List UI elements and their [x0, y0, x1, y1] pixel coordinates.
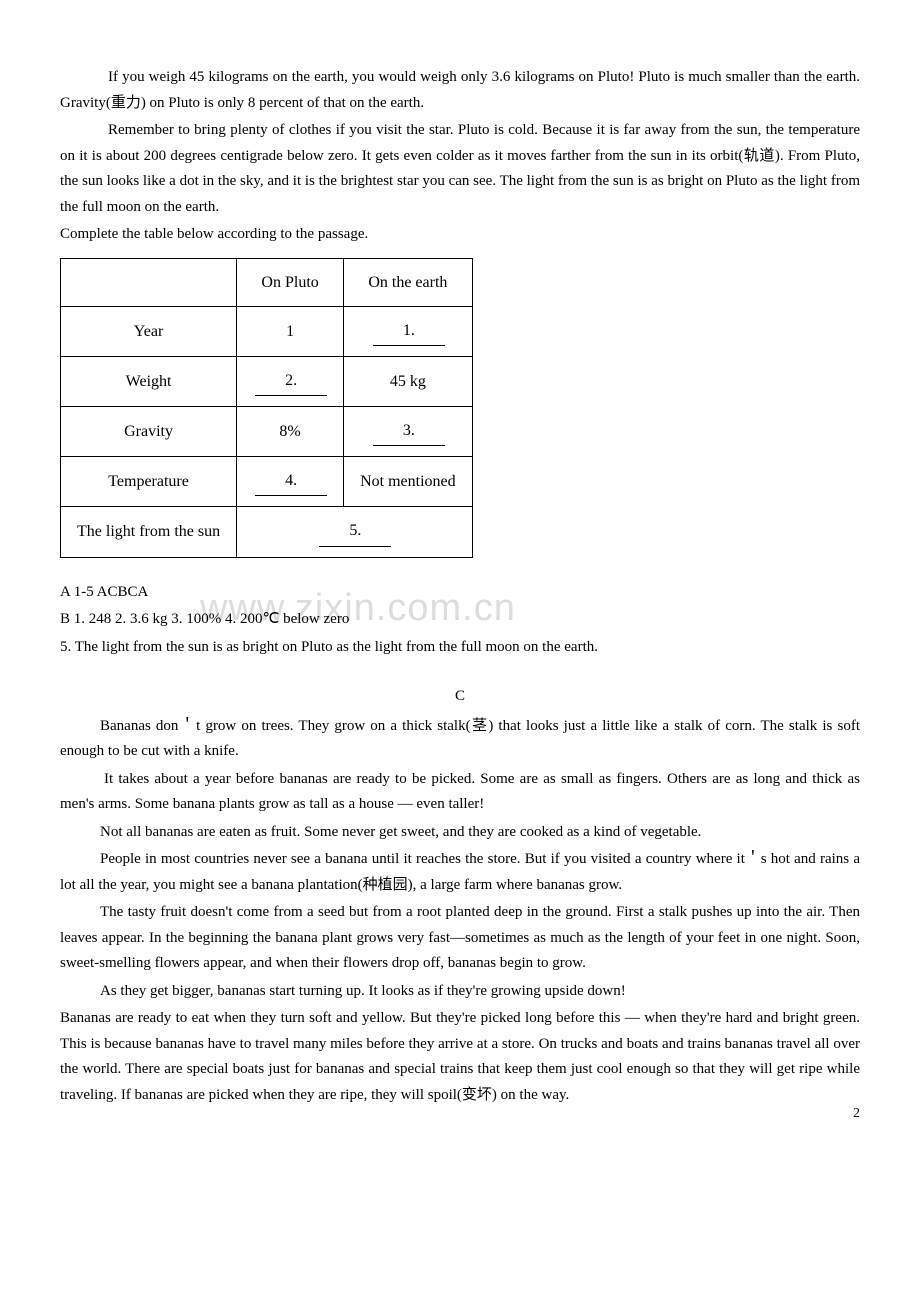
blank-5: 5. — [319, 517, 391, 546]
blank-3: 3. — [373, 417, 445, 446]
row-label-light: The light from the sun — [61, 507, 237, 557]
cell-weight-earth: 45 kg — [344, 356, 473, 406]
cell-gravity-pluto: 8% — [237, 407, 344, 457]
blank-2: 2. — [255, 367, 327, 396]
comparison-table: On Pluto On the earth Year 1 1. Weight 2… — [60, 258, 473, 558]
table-row: The light from the sun 5. — [61, 507, 473, 557]
answer-5: 5. The light from the sun is as bright o… — [60, 635, 860, 661]
col-header-earth: On the earth — [344, 258, 473, 306]
cell-gravity-earth: 3. — [344, 407, 473, 457]
table-corner — [61, 258, 237, 306]
passage-c-p2: It takes about a year before bananas are… — [60, 767, 860, 818]
table-row: Weight 2. 45 kg — [61, 356, 473, 406]
col-header-pluto: On Pluto — [237, 258, 344, 306]
passage-c-p6: As they get bigger, bananas start turnin… — [60, 979, 860, 1005]
row-label-gravity: Gravity — [61, 407, 237, 457]
passage-c-p4: People in most countries never see a ban… — [60, 847, 860, 898]
table-row: Temperature 4. Not mentioned — [61, 457, 473, 507]
row-label-year: Year — [61, 306, 237, 356]
cell-weight-pluto: 2. — [237, 356, 344, 406]
answer-key: A 1-5 ACBCA B 1. 248 2. 3.6 kg 3. 100% 4… — [60, 580, 860, 661]
passage-c-p5: The tasty fruit doesn't come from a seed… — [60, 900, 860, 977]
cell-year-earth: 1. — [344, 306, 473, 356]
table-header-row: On Pluto On the earth — [61, 258, 473, 306]
table-row: Gravity 8% 3. — [61, 407, 473, 457]
row-label-temp: Temperature — [61, 457, 237, 507]
cell-light-pluto: 5. — [237, 507, 473, 557]
passage-b-instruction: Complete the table below according to th… — [60, 222, 860, 248]
cell-temp-earth: Not mentioned — [344, 457, 473, 507]
passage-b-p2: Remember to bring plenty of clothes if y… — [60, 118, 860, 220]
cell-temp-pluto: 4. — [237, 457, 344, 507]
passage-b-p1: If you weigh 45 kilograms on the earth, … — [60, 65, 860, 116]
answer-b: B 1. 248 2. 3.6 kg 3. 100% 4. 200℃ below… — [60, 607, 860, 633]
answer-a: A 1-5 ACBCA — [60, 580, 860, 606]
blank-1: 1. — [373, 317, 445, 346]
passage-c-p7: Bananas are ready to eat when they turn … — [60, 1006, 860, 1108]
row-label-weight: Weight — [61, 356, 237, 406]
section-c-label: C — [60, 684, 860, 710]
passage-c-p1: Bananas don＇t grow on trees. They grow o… — [60, 714, 860, 765]
table-row: Year 1 1. — [61, 306, 473, 356]
passage-c-p3: Not all bananas are eaten as fruit. Some… — [60, 820, 860, 846]
cell-year-pluto: 1 — [237, 306, 344, 356]
page-content: If you weigh 45 kilograms on the earth, … — [60, 65, 860, 1108]
blank-4: 4. — [255, 467, 327, 496]
